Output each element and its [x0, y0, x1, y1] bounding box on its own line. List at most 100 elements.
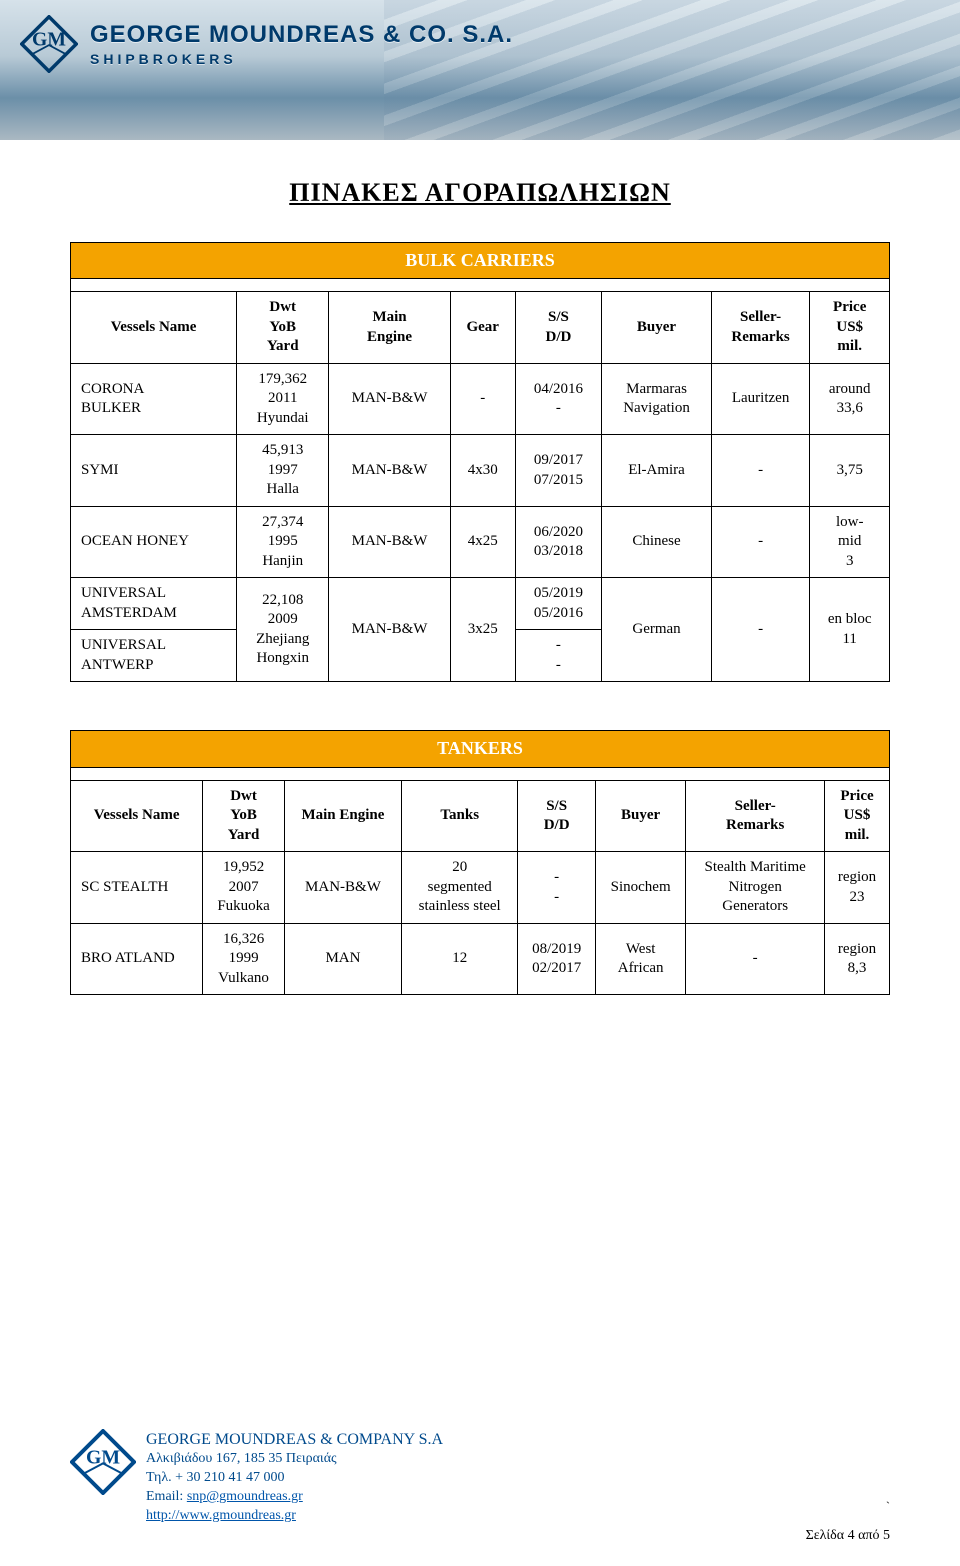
cell-engine: MAN-B&W — [329, 578, 451, 682]
cell-ssdd: -- — [515, 630, 602, 682]
cell-tanks: 20segmentedstainless steel — [402, 852, 518, 924]
spacer — [71, 767, 890, 780]
tankers-section-header: TANKERS — [71, 731, 890, 767]
logo-block: GM GEORGE MOUNDREAS & CO. S.A. SHIPBROKE… — [20, 15, 513, 73]
cell-buyer: Sinochem — [595, 852, 685, 924]
footer-address: Αλκιβιάδου 167, 185 35 Πειραιάς — [146, 1450, 890, 1469]
tankers-section-label: TANKERS — [71, 731, 890, 767]
spacer — [71, 279, 890, 292]
page-title: ΠΙΝΑΚΕΣ ΑΓΟΡΑΠΩΛΗΣΙΩΝ — [0, 178, 960, 208]
col-gear: Gear — [450, 292, 515, 364]
cell-price: en bloc11 — [810, 578, 890, 682]
cell-engine: MAN-B&W — [329, 363, 451, 435]
cell-engine: MAN-B&W — [329, 506, 451, 578]
cell-dwt: 22,1082009ZhejiangHongxin — [237, 578, 329, 682]
footer-logo-icon: GM — [70, 1429, 136, 1495]
cell-price: region8,3 — [825, 923, 890, 995]
cell-vessel: UNIVERSALAMSTERDAM — [71, 578, 237, 630]
table-row: BRO ATLAND 16,3261999Vulkano MAN 12 08/2… — [71, 923, 890, 995]
cell-dwt: 27,3741995Hanjin — [237, 506, 329, 578]
col-ssdd: S/SD/D — [515, 292, 602, 364]
col-engine: Main Engine — [284, 780, 401, 852]
cell-dwt: 16,3261999Vulkano — [203, 923, 285, 995]
col-seller: Seller-Remarks — [711, 292, 810, 364]
cell-engine: MAN — [284, 923, 401, 995]
logo-text: GEORGE MOUNDREAS & CO. S.A. SHIPBROKERS — [90, 21, 513, 67]
col-price: PriceUS$mil. — [825, 780, 890, 852]
svg-text:GM: GM — [86, 1446, 120, 1468]
cell-price: 3,75 — [810, 435, 890, 507]
col-buyer: Buyer — [602, 292, 712, 364]
cell-ssdd: 06/202003/2018 — [515, 506, 602, 578]
cell-buyer: German — [602, 578, 712, 682]
footer-email-line: Email: snp@gmoundreas.gr — [146, 1488, 890, 1507]
cell-seller: - — [711, 435, 810, 507]
table-row: CORONABULKER 179,3622011Hyundai MAN-B&W … — [71, 363, 890, 435]
col-vessel: Vessels Name — [71, 780, 203, 852]
cell-ssdd: 08/201902/2017 — [518, 923, 596, 995]
cell-price: low-mid3 — [810, 506, 890, 578]
cell-dwt: 19,9522007Fukuoka — [203, 852, 285, 924]
svg-text:GM: GM — [32, 29, 66, 51]
cell-engine: MAN-B&W — [329, 435, 451, 507]
col-dwt: DwtYoBYard — [237, 292, 329, 364]
footer-text: GEORGE MOUNDREAS & COMPANY S.A Αλκιβιάδο… — [146, 1429, 890, 1526]
cell-buyer: MarmarasNavigation — [602, 363, 712, 435]
col-tanks: Tanks — [402, 780, 518, 852]
header-banner: GM GEORGE MOUNDREAS & CO. S.A. SHIPBROKE… — [0, 0, 960, 140]
bulk-section-label: BULK CARRIERS — [71, 243, 890, 279]
cell-buyer: El-Amira — [602, 435, 712, 507]
cell-vessel: CORONABULKER — [71, 363, 237, 435]
cell-gear: 3x25 — [450, 578, 515, 682]
company-logo-icon: GM — [20, 15, 78, 73]
cell-seller: - — [711, 506, 810, 578]
table-row: SC STEALTH 19,9522007Fukuoka MAN-B&W 20s… — [71, 852, 890, 924]
cell-dwt: 45,9131997Halla — [237, 435, 329, 507]
cell-seller: Lauritzen — [711, 363, 810, 435]
cell-ssdd: 09/201707/2015 — [515, 435, 602, 507]
cell-seller: - — [711, 578, 810, 682]
cell-ssdd: 04/2016- — [515, 363, 602, 435]
cell-gear: 4x25 — [450, 506, 515, 578]
col-dwt: DwtYoBYard — [203, 780, 285, 852]
footer: ` GM GEORGE MOUNDREAS & COMPANY S.A Αλκι… — [70, 1429, 890, 1526]
footer-email-label: Email: — [146, 1489, 187, 1504]
bulk-section-header: BULK CARRIERS — [71, 243, 890, 279]
col-ssdd: S/SD/D — [518, 780, 596, 852]
cell-vessel: SYMI — [71, 435, 237, 507]
cell-vessel: OCEAN HONEY — [71, 506, 237, 578]
cell-price: region23 — [825, 852, 890, 924]
cell-gear: - — [450, 363, 515, 435]
cell-vessel: UNIVERSALANTWERP — [71, 630, 237, 682]
table-row: OCEAN HONEY 27,3741995Hanjin MAN-B&W 4x2… — [71, 506, 890, 578]
cell-ssdd: -- — [518, 852, 596, 924]
company-name: GEORGE MOUNDREAS & CO. S.A. — [90, 21, 513, 49]
cell-vessel: SC STEALTH — [71, 852, 203, 924]
col-seller: Seller-Remarks — [686, 780, 825, 852]
tankers-header-row: Vessels Name DwtYoBYard Main Engine Tank… — [71, 780, 890, 852]
cell-buyer: WestAfrican — [595, 923, 685, 995]
table-row: UNIVERSALAMSTERDAM 22,1082009ZhejiangHon… — [71, 578, 890, 630]
table-row: SYMI 45,9131997Halla MAN-B&W 4x30 09/201… — [71, 435, 890, 507]
footer-company: GEORGE MOUNDREAS & COMPANY S.A — [146, 1429, 890, 1451]
col-price: PriceUS$mil. — [810, 292, 890, 364]
cell-buyer: Chinese — [602, 506, 712, 578]
col-buyer: Buyer — [595, 780, 685, 852]
footer-site-link[interactable]: http://www.gmoundreas.gr — [146, 1508, 296, 1523]
cell-gear: 4x30 — [450, 435, 515, 507]
col-engine: MainEngine — [329, 292, 451, 364]
cell-ssdd: 05/201905/2016 — [515, 578, 602, 630]
footer-tel: Τηλ. + 30 210 41 47 000 — [146, 1469, 890, 1488]
page-number: Σελίδα 4 από 5 — [806, 1528, 890, 1544]
cell-price: around33,6 — [810, 363, 890, 435]
tick-mark: ` — [886, 1499, 890, 1514]
company-sub: SHIPBROKERS — [90, 51, 513, 67]
cell-seller: Stealth MaritimeNitrogenGenerators — [686, 852, 825, 924]
cell-seller: - — [686, 923, 825, 995]
bulk-header-row: Vessels Name DwtYoBYard MainEngine Gear … — [71, 292, 890, 364]
cell-engine: MAN-B&W — [284, 852, 401, 924]
cell-dwt: 179,3622011Hyundai — [237, 363, 329, 435]
tankers-table: TANKERS Vessels Name DwtYoBYard Main Eng… — [70, 730, 890, 995]
footer-email-link[interactable]: snp@gmoundreas.gr — [187, 1489, 303, 1504]
col-vessel: Vessels Name — [71, 292, 237, 364]
